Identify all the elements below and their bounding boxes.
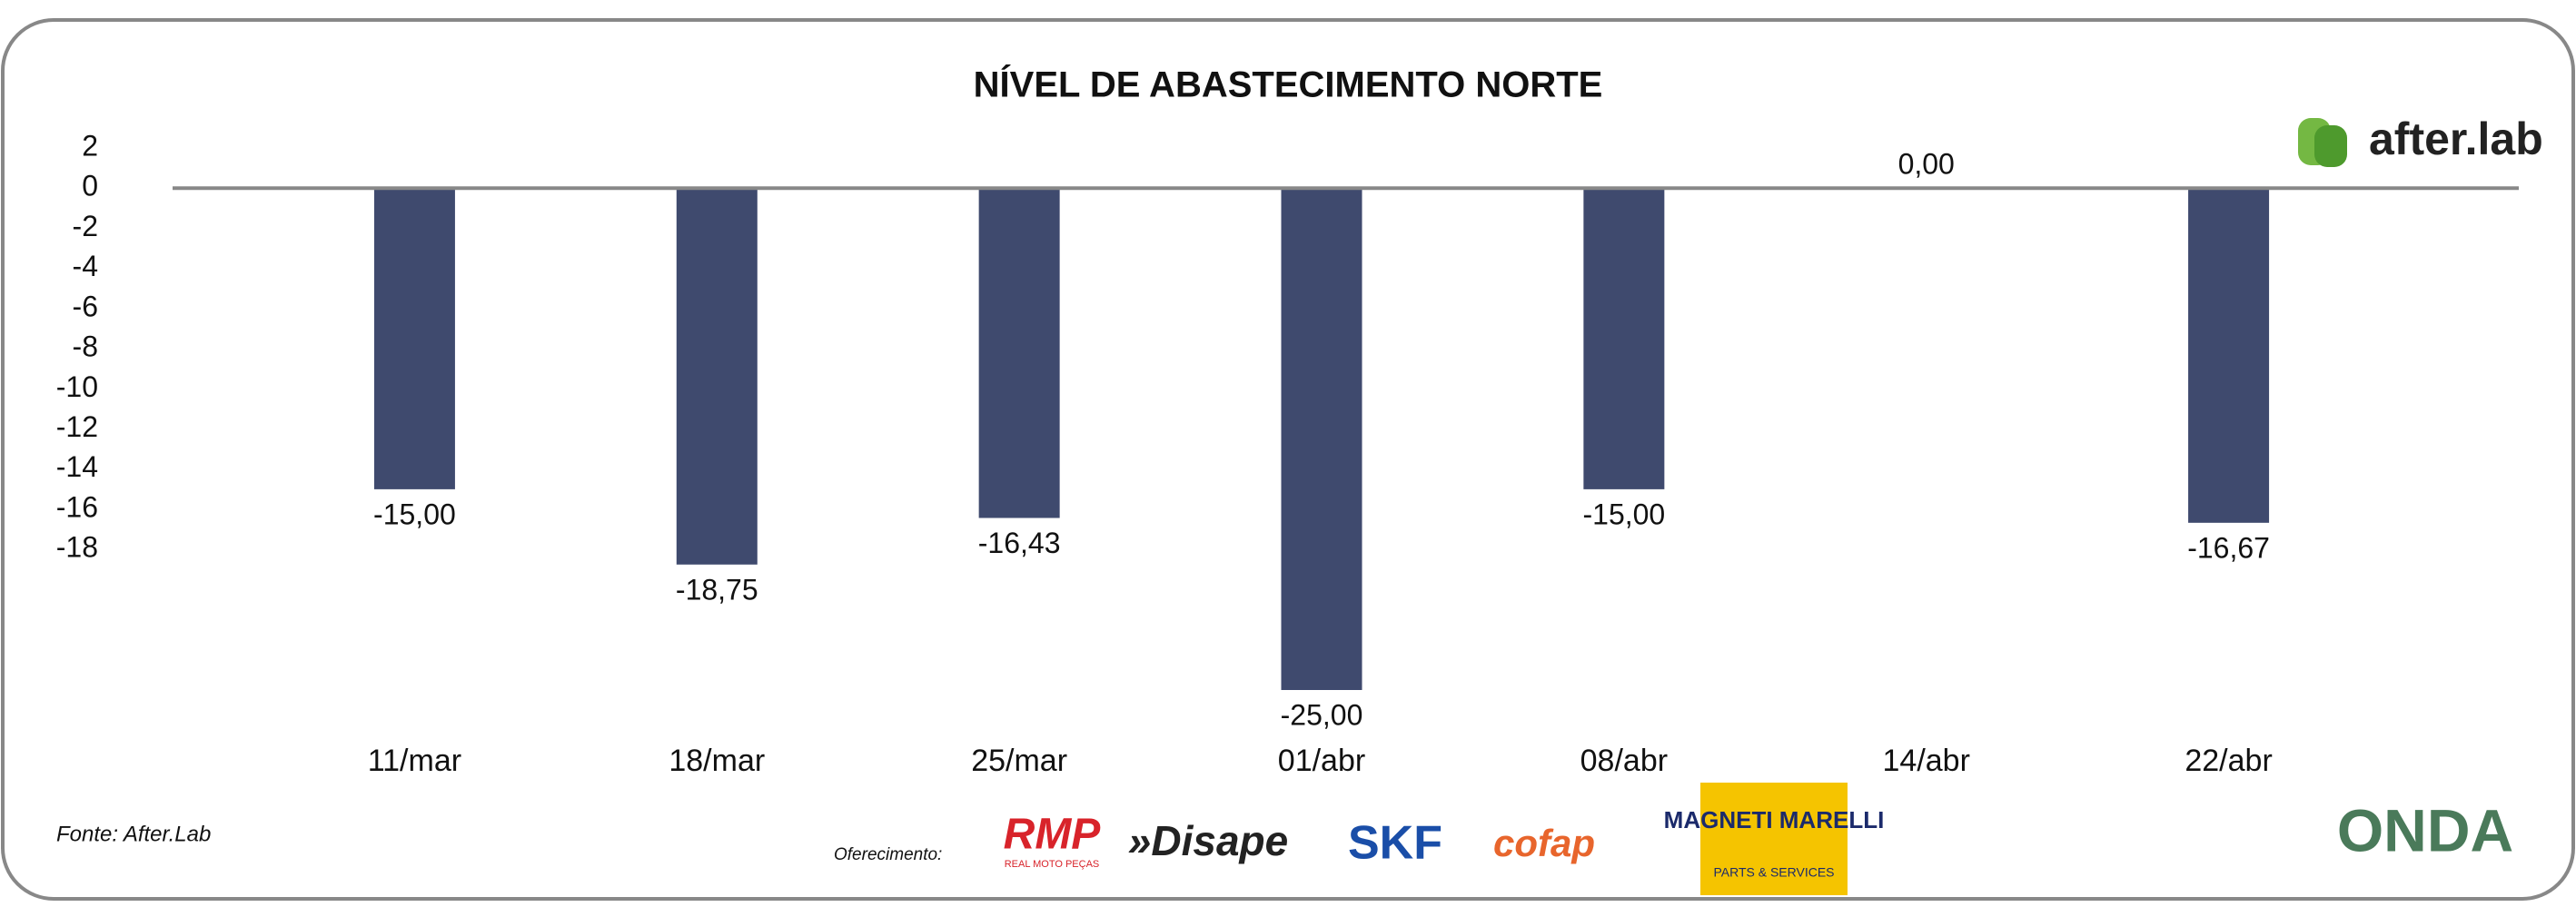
sponsor-box [1700, 783, 1848, 895]
value-label: -16,43 [978, 527, 1061, 559]
sponsor-logo: MAGNETI MARELLI [1664, 806, 1885, 833]
y-tick-label: -18 [56, 531, 98, 564]
sponsors-label: Oferecimento: [834, 845, 942, 864]
value-label: 0,00 [1898, 148, 1955, 181]
x-tick-label: 18/mar [669, 744, 765, 778]
x-tick-label: 25/mar [971, 744, 1067, 778]
value-label: -25,00 [1281, 698, 1363, 731]
bar [978, 188, 1060, 518]
footer-logo: ONDA [2337, 796, 2513, 863]
brand-text: after.lab [2369, 113, 2543, 164]
y-tick-label: -16 [56, 490, 98, 523]
y-tick-label: -12 [56, 410, 98, 443]
bar [676, 188, 758, 565]
bar [1281, 188, 1362, 690]
sponsor-logo: cofap [1493, 822, 1595, 864]
y-tick-label: 0 [82, 170, 98, 202]
x-tick-label: 11/mar [368, 744, 461, 778]
sponsor-logo: RMP [1004, 811, 1102, 859]
sponsor-logo-sub: PARTS & SERVICES [1713, 865, 1834, 880]
brand-logo: after.lab [2298, 113, 2543, 167]
bar [1583, 188, 1665, 489]
value-label: -15,00 [373, 498, 456, 530]
x-tick-label: 08/abr [1580, 744, 1668, 778]
y-tick-label: -14 [56, 450, 98, 483]
brand-icon [2314, 125, 2347, 167]
y-tick-label: -2 [73, 210, 98, 242]
y-tick-label: -4 [73, 250, 98, 282]
value-label: -15,00 [1582, 498, 1665, 530]
y-tick-label: -10 [56, 370, 98, 403]
bar [373, 188, 455, 489]
x-tick-label: 22/abr [2185, 744, 2272, 778]
x-tick-label: 01/abr [1278, 744, 1365, 778]
sponsor-logo: SKF [1348, 817, 1442, 870]
source: Fonte: After.Lab [56, 822, 211, 846]
x-tick-label: 14/abr [1883, 744, 1970, 778]
y-tick-label: 2 [82, 129, 98, 162]
chart-title: NÍVEL DE ABASTECIMENTO NORTE [974, 64, 1603, 105]
value-label: -16,67 [2187, 531, 2270, 564]
sponsor-logo: »Disape [1128, 817, 1288, 864]
bar [2188, 188, 2270, 523]
sponsor-logo-sub: REAL MOTO PEÇAS [1005, 859, 1100, 870]
y-tick-label: -6 [73, 290, 98, 322]
value-label: -18,75 [676, 573, 758, 606]
y-tick-label: -8 [73, 330, 98, 363]
